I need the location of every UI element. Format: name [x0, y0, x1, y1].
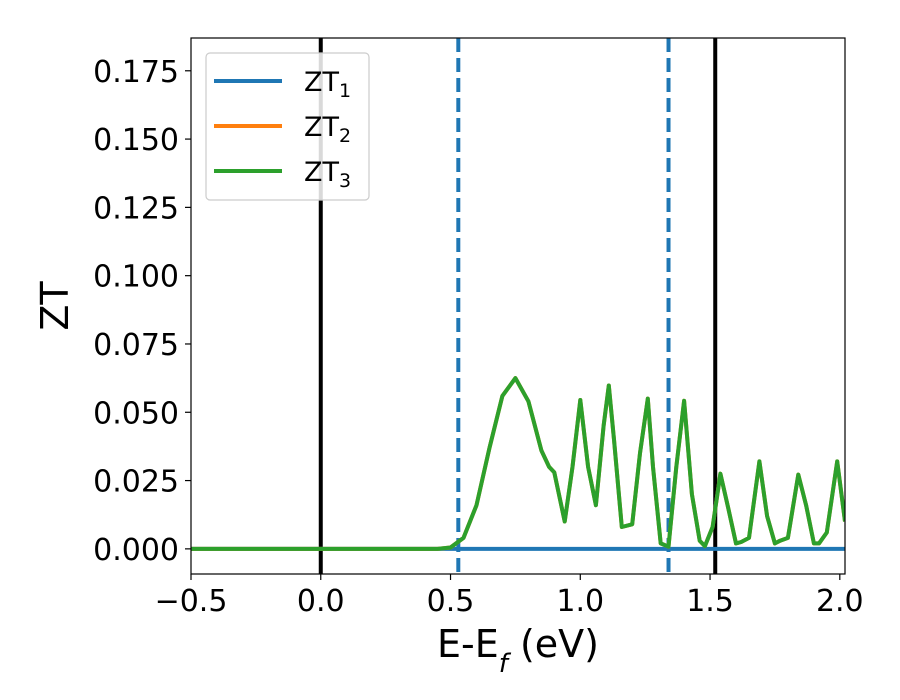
- y-tick-label: 0.025: [93, 465, 179, 500]
- y-tick-label: 0.125: [93, 191, 179, 226]
- legend: ZT1 ZT2 ZT3: [205, 52, 370, 201]
- legend-label: ZT3: [304, 157, 351, 192]
- x-axis: −0.5 0.0 0.5 1.0 1.5 2.0: [155, 574, 864, 619]
- legend-label: ZT2: [304, 112, 351, 147]
- x-tick-label: 0.5: [427, 584, 475, 619]
- x-tick-label: 0.0: [297, 584, 345, 619]
- x-tick-label: −0.5: [155, 584, 228, 619]
- x-tick-label: 1.0: [556, 584, 604, 619]
- y-tick-label: 0.150: [93, 123, 179, 158]
- series-line-zt3: [191, 376, 845, 551]
- plot-frame: [190, 37, 846, 575]
- legend-box: [205, 52, 370, 201]
- x-tick-label: 1.5: [686, 584, 734, 619]
- legend-label: ZT1: [304, 67, 351, 102]
- y-tick-label: 0.050: [93, 396, 179, 431]
- y-tick-label: 0.175: [93, 55, 179, 90]
- y-tick-label: 0.100: [93, 260, 179, 295]
- y-axis: 0.000 0.025 0.050 0.075 0.100 0.125 0.150 0.175: [93, 55, 191, 568]
- y-tick-label: 0.000: [93, 533, 179, 568]
- x-tick-label: 2.0: [816, 584, 864, 619]
- y-tick-label: 0.075: [93, 328, 179, 363]
- series-lines: [191, 376, 845, 551]
- y-axis-label: ZT: [33, 281, 77, 331]
